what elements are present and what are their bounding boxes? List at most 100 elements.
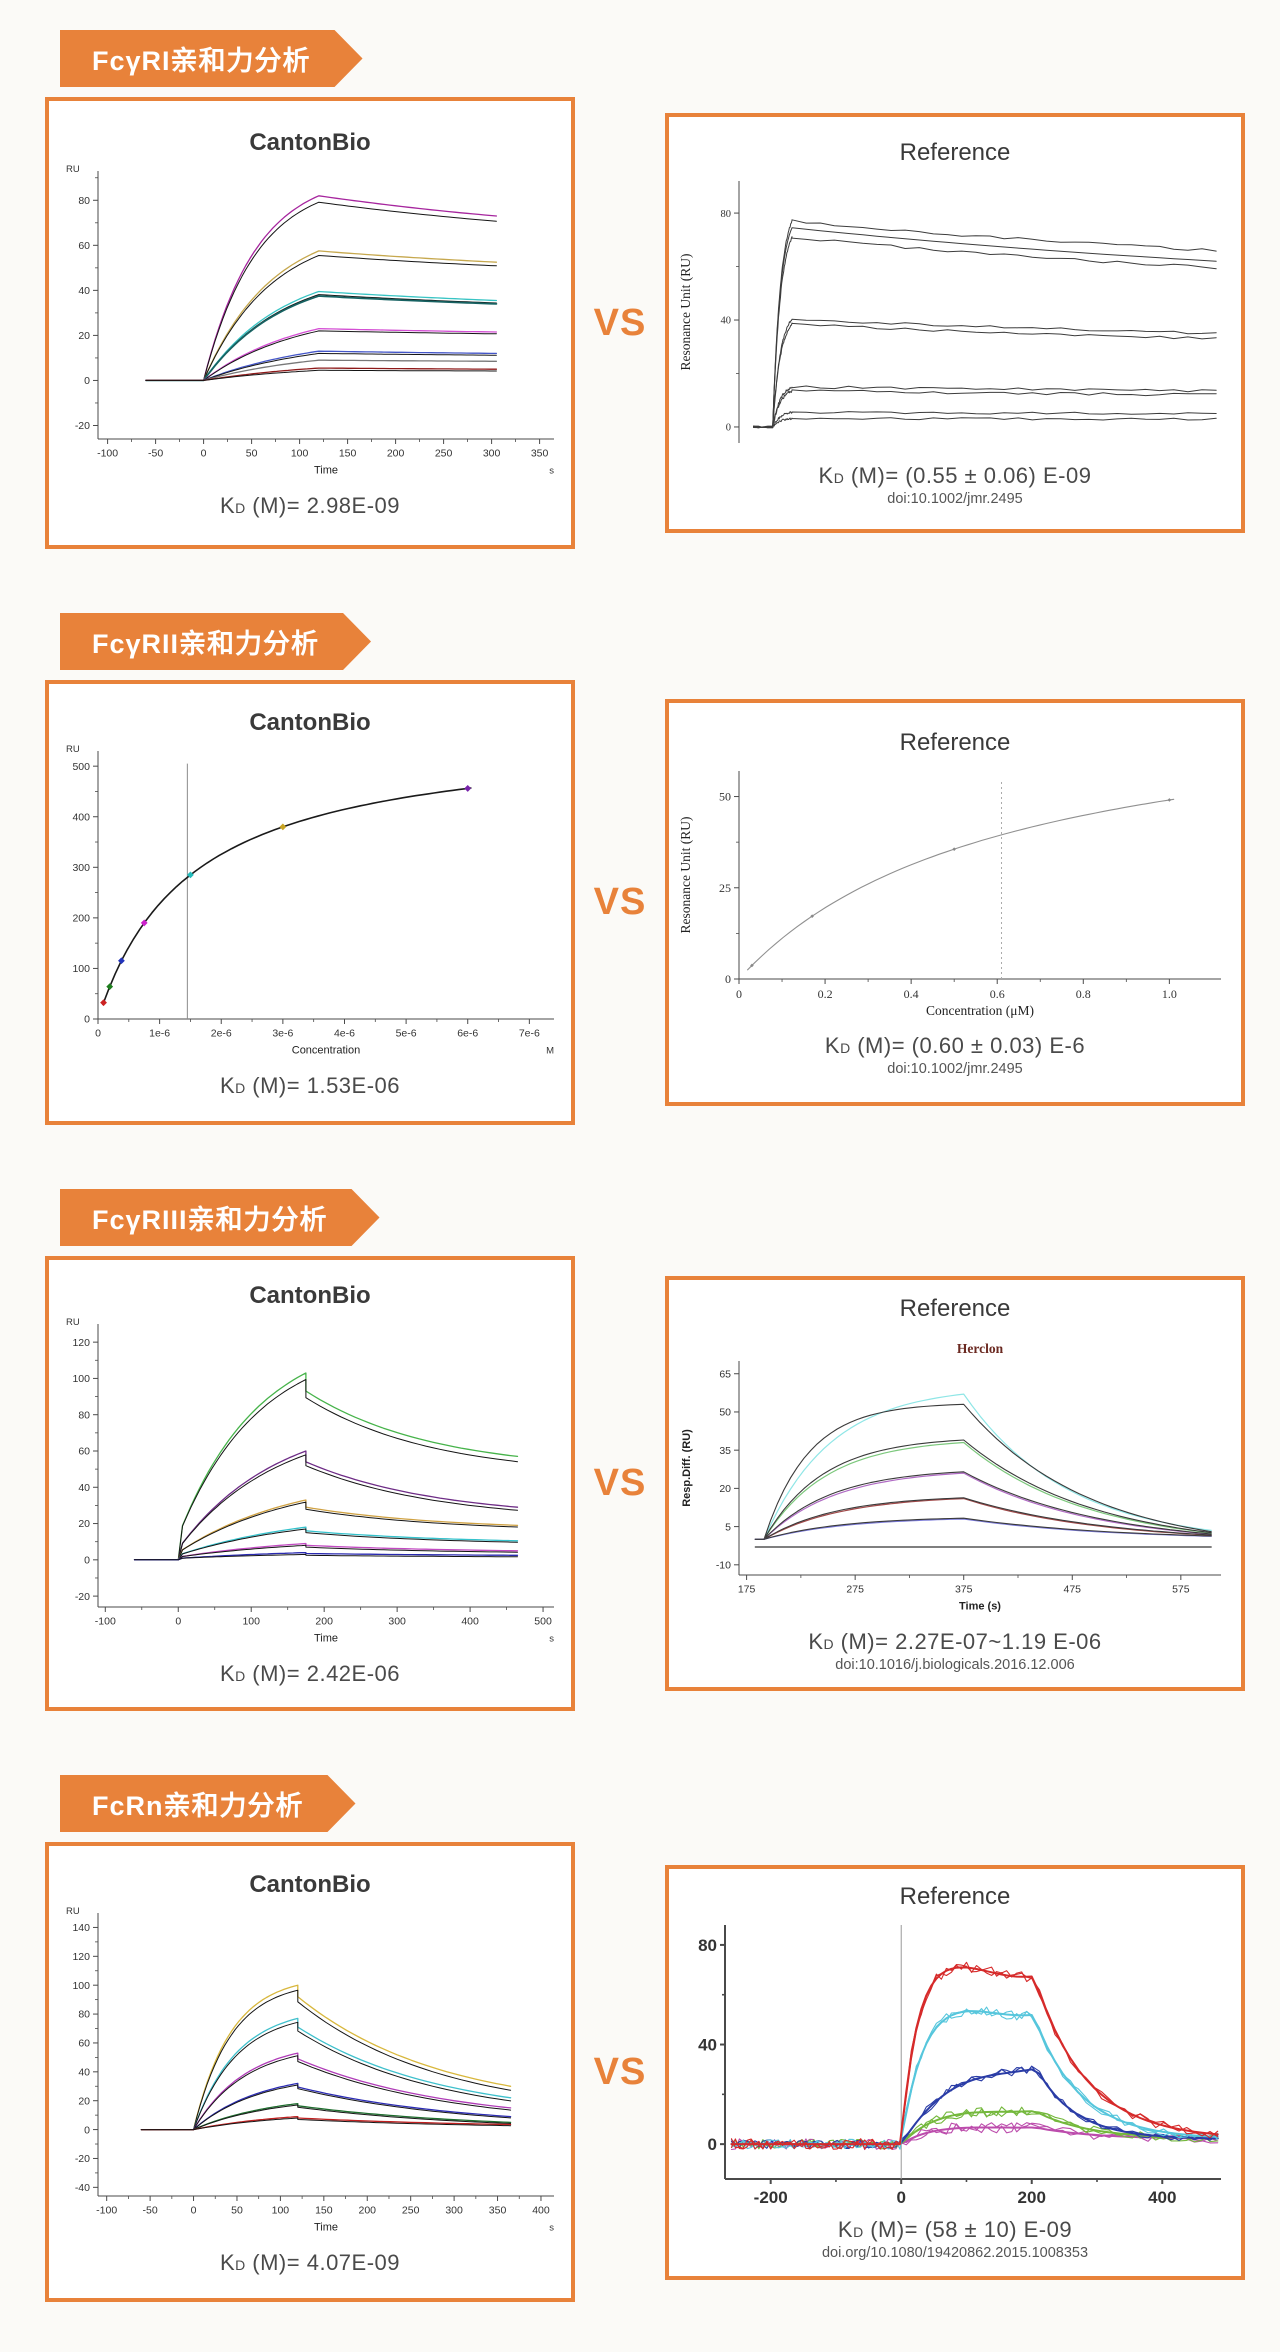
svg-text:Resp.Diff. (RU): Resp.Diff. (RU) — [681, 1428, 693, 1506]
svg-text:0: 0 — [95, 1027, 101, 1039]
svg-text:Time: Time — [314, 465, 338, 477]
svg-text:-200: -200 — [754, 2188, 788, 2207]
comparison-row-fcrn: CantonBio -40 -20 0 20 40 60 80 100 120 140 -100 -5… — [0, 1842, 1280, 2302]
svg-text:140: 140 — [72, 1922, 90, 1934]
svg-text:35: 35 — [719, 1444, 731, 1456]
svg-text:50: 50 — [231, 2204, 243, 2216]
svg-text:65: 65 — [719, 1368, 731, 1380]
svg-text:0: 0 — [896, 2188, 905, 2207]
panel-reference-fcgr1: Reference 0 40 80 Resonance Unit (RU) KD (M)… — [665, 113, 1245, 533]
kd-value: KD (M)= 1.53E-06 — [219, 1072, 401, 1098]
svg-text:400: 400 — [72, 811, 90, 823]
svg-text:60: 60 — [78, 2037, 90, 2049]
svg-text:150: 150 — [339, 448, 357, 460]
svg-text:20: 20 — [78, 1518, 90, 1530]
svg-text:Time: Time — [314, 1633, 338, 1645]
svg-text:0: 0 — [191, 2204, 197, 2216]
section-banner-fcrn: FcRn亲和力分析 — [60, 1775, 356, 1832]
vs-label: VS — [593, 2050, 647, 2093]
svg-text:100: 100 — [291, 448, 309, 460]
svg-text:0.2: 0.2 — [818, 987, 833, 1001]
svg-text:175: 175 — [738, 1583, 756, 1595]
svg-text:-20: -20 — [75, 2153, 90, 2165]
svg-text:500: 500 — [72, 760, 90, 772]
svg-text:40: 40 — [78, 285, 90, 297]
svg-text:400: 400 — [532, 2204, 550, 2216]
fcgr2-reference-chart: 0 25 50 0 0.2 0.4 0.6 0.8 1.0 Resonance Unit (RU)… — [678, 770, 1221, 1018]
fcgr3-cantonbio-chart: -20 0 20 40 60 80 100 120 -100 0 100 200 300 400 500 RU… — [66, 1317, 554, 1645]
panel-cantonbio-fcgr3: CantonBio -20 0 20 40 60 80 100 120 -100 0 100 200 3… — [45, 1256, 575, 1711]
svg-text:20: 20 — [78, 330, 90, 342]
section-fcgr2: FcγRII亲和力分析 CantonBio 0 100 200 300 400 500 0 1… — [0, 613, 1280, 1125]
svg-text:0: 0 — [736, 987, 742, 1001]
svg-text:0: 0 — [726, 423, 731, 434]
svg-text:200: 200 — [72, 912, 90, 924]
svg-text:40: 40 — [78, 1482, 90, 1494]
svg-text:Resonance Unit (RU): Resonance Unit (RU) — [678, 254, 693, 371]
svg-text:RU: RU — [66, 744, 80, 755]
svg-text:-10: -10 — [716, 1559, 731, 1571]
svg-text:0: 0 — [175, 1616, 181, 1628]
kd-value: KD (M)= (0.60 ± 0.03) E-6 — [824, 1032, 1086, 1058]
svg-text:M: M — [546, 1045, 554, 1056]
svg-text:80: 80 — [721, 209, 732, 220]
panel-title: CantonBio — [249, 708, 371, 736]
svg-text:5e-6: 5e-6 — [396, 1027, 417, 1039]
svg-text:250: 250 — [435, 448, 453, 460]
svg-text:100: 100 — [72, 1979, 90, 1991]
section-banner-fcgr2: FcγRII亲和力分析 — [60, 613, 371, 670]
svg-text:s: s — [549, 2222, 554, 2233]
panel-title: Reference — [899, 1294, 1011, 1322]
svg-text:275: 275 — [846, 1583, 864, 1595]
svg-text:40: 40 — [698, 2035, 717, 2054]
svg-text:475: 475 — [1064, 1583, 1082, 1595]
panel-cantonbio-fcgr1: CantonBio -20 0 20 40 60 80 -100 -50 0 50 100 150 20… — [45, 97, 575, 549]
svg-text:Concentration (μM): Concentration (μM) — [926, 1003, 1034, 1018]
svg-text:50: 50 — [719, 789, 731, 803]
svg-text:5: 5 — [725, 1521, 731, 1533]
svg-text:500: 500 — [534, 1616, 552, 1628]
kd-value: KD (M)= 2.42E-06 — [219, 1661, 401, 1686]
doi-reference: doi:10.1002/jmr.2495 — [887, 1060, 1023, 1077]
comparison-row-fcgr3: CantonBio -20 0 20 40 60 80 100 120 -100 0 100 200 3… — [0, 1256, 1280, 1711]
svg-text:250: 250 — [402, 2204, 420, 2216]
panel-title: CantonBio — [249, 1282, 371, 1309]
svg-text:80: 80 — [78, 2008, 90, 2020]
svg-text:-20: -20 — [75, 420, 90, 432]
panel-reference-fcrn: Reference 0 40 80 -200 0 200 400 KD (M)= (58 ± … — [665, 1864, 1245, 2280]
panel-title: Reference — [899, 728, 1011, 756]
fcgr2-cantonbio-chart: 0 100 200 300 400 500 0 1e-6 2e-6 3e-6 4e-6 5e-6 6e-… — [66, 744, 554, 1057]
doi-reference: doi.org/10.1080/19420862.2015.1008353 — [821, 2245, 1089, 2261]
svg-text:0: 0 — [84, 2124, 90, 2136]
svg-text:Resonance Unit (RU): Resonance Unit (RU) — [678, 816, 693, 933]
svg-text:100: 100 — [272, 2204, 290, 2216]
svg-text:350: 350 — [489, 2204, 507, 2216]
svg-text:50: 50 — [719, 1406, 731, 1418]
svg-text:RU: RU — [66, 164, 80, 175]
svg-text:Time: Time — [314, 2221, 338, 2233]
panel-title: Reference — [899, 1883, 1011, 1910]
svg-text:1.0: 1.0 — [1162, 987, 1177, 1001]
svg-text:60: 60 — [78, 240, 90, 252]
svg-text:50: 50 — [246, 448, 258, 460]
vs-label: VS — [593, 301, 647, 344]
svg-text:350: 350 — [531, 448, 549, 460]
panel-reference-fcgr2: Reference 0 25 50 0 0.2 0.4 0.6 0.8 1.0 Resonance… — [665, 699, 1245, 1106]
kd-value: KD (M)= 2.27E-07~1.19 E-06 — [808, 1628, 1102, 1654]
fcgr3-reference-chart: -10 5 20 35 50 65 175 275 375 475 575 Resp.Diff. (R… — [681, 1341, 1221, 1612]
svg-text:-20: -20 — [75, 1591, 90, 1603]
svg-text:200: 200 — [315, 1616, 333, 1628]
svg-text:s: s — [549, 466, 554, 477]
svg-text:Herclon: Herclon — [957, 1341, 1004, 1356]
svg-text:0.4: 0.4 — [904, 987, 919, 1001]
svg-text:80: 80 — [698, 1936, 717, 1955]
svg-text:Time (s): Time (s) — [959, 1600, 1001, 1612]
svg-text:400: 400 — [1148, 2188, 1176, 2207]
svg-text:-100: -100 — [96, 2204, 117, 2216]
svg-text:-40: -40 — [75, 2182, 90, 2194]
svg-text:4e-6: 4e-6 — [334, 1027, 355, 1039]
svg-text:100: 100 — [72, 1373, 90, 1385]
svg-text:120: 120 — [72, 1950, 90, 1962]
comparison-row-fcgr2: CantonBio 0 100 200 300 400 500 0 1e-6 2e-6 3e-6 4… — [0, 680, 1280, 1125]
svg-text:375: 375 — [955, 1583, 973, 1595]
